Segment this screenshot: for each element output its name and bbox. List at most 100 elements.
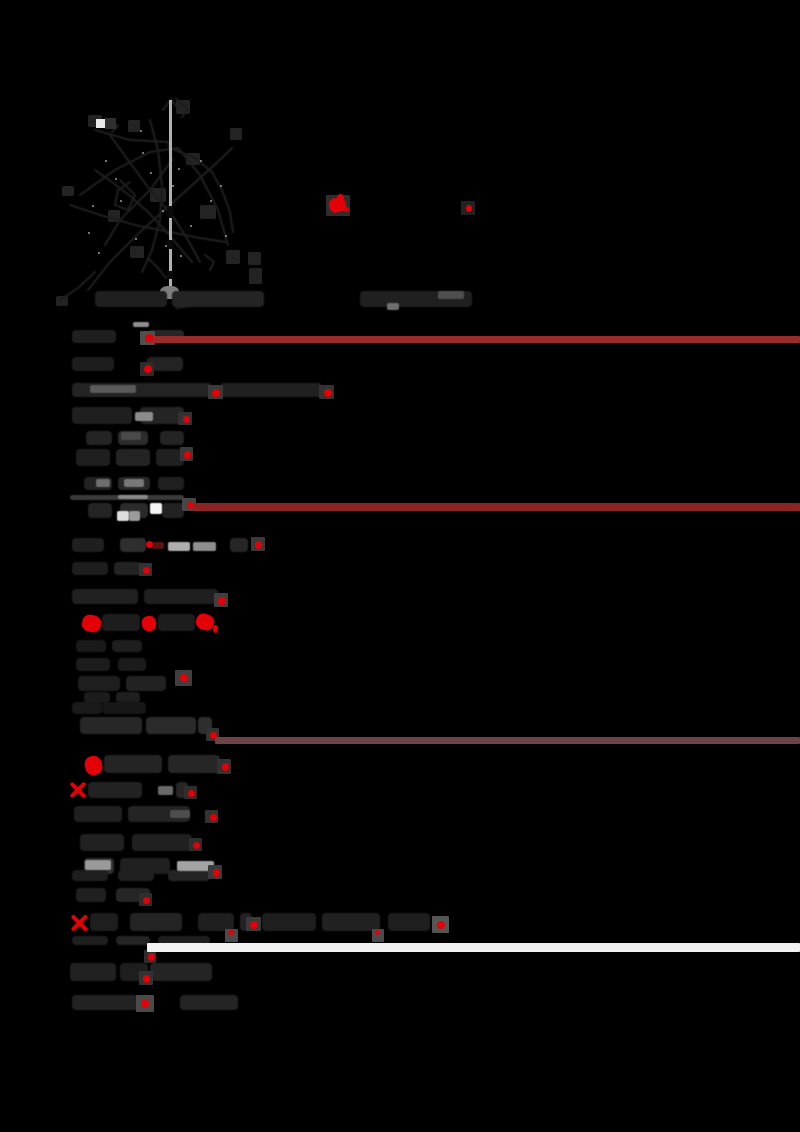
ink-speck [142, 152, 144, 154]
handwriting-segment [130, 913, 182, 931]
graph-noise-patch [56, 296, 68, 306]
handwriting-segment [84, 692, 110, 703]
red-grade-dot [180, 674, 188, 682]
handwriting-segment [156, 449, 184, 466]
graph-curve-scribble [58, 270, 97, 302]
handwriting-segment [126, 676, 166, 691]
handwriting-segment [220, 383, 322, 397]
red-grade-dot [148, 953, 155, 961]
grade-bar-2 [193, 503, 800, 511]
light-ink-patch [124, 479, 144, 487]
handwriting-segment [72, 330, 116, 343]
light-ink-patch [129, 511, 140, 521]
y-axis-line [169, 100, 172, 292]
red-grade-dot [337, 194, 344, 201]
ink-speck [105, 160, 107, 162]
red-x-mark [70, 913, 88, 932]
handwriting-segment [168, 755, 220, 773]
graph-noise-patch [226, 250, 240, 264]
red-grade-dot [437, 921, 445, 929]
ink-speck [135, 238, 137, 240]
graph-curve-scribble [146, 256, 168, 280]
graph-curve-scribble [93, 168, 194, 264]
graph-curve-scribble [173, 148, 235, 234]
handwriting-segment [158, 477, 184, 490]
red-grade-dot [332, 207, 338, 213]
handwriting-segment [102, 614, 140, 631]
red-grade-dot [183, 416, 190, 423]
axis-break [167, 206, 173, 218]
light-ink-patch [168, 542, 190, 551]
graph-curve-scribble [78, 146, 230, 247]
ink-speck [220, 185, 222, 187]
graph-noise-patch [230, 128, 242, 140]
handwriting-segment [72, 407, 132, 424]
light-ink-patch [150, 503, 162, 514]
red-grade-dot [222, 763, 229, 771]
handwriting-segment [147, 357, 183, 371]
red-grade-dot [141, 999, 149, 1008]
light-ink-patch [117, 511, 129, 521]
ink-speck [190, 225, 192, 227]
handwriting-segment [168, 870, 210, 881]
handwriting-segment [76, 658, 110, 671]
handwriting-segment [72, 936, 108, 945]
handwriting-segment [322, 913, 380, 931]
handwriting-segment [172, 291, 264, 307]
light-ink-patch [121, 432, 141, 440]
red-grade-dot [188, 790, 195, 797]
light-ink-patch [170, 810, 190, 818]
red-grade-dot [143, 975, 150, 983]
red-grade-dot [344, 207, 349, 212]
graph-noise-patch [249, 268, 262, 284]
light-ink-patch [133, 322, 149, 327]
handwriting-segment [70, 963, 116, 981]
graph-noise-patch [130, 246, 144, 258]
red-grade-dot [228, 930, 234, 935]
graph-curve-scribble [140, 118, 164, 274]
red-grade-dot [144, 365, 152, 373]
handwriting-segment [112, 640, 142, 652]
handwriting-segment [198, 913, 234, 931]
handwriting-segment [144, 589, 218, 604]
handwriting-segment [72, 995, 138, 1010]
light-ink-patch [135, 412, 153, 421]
white-redaction-bar [147, 943, 800, 952]
red-grade-dot [213, 625, 218, 633]
grade-bar-3 [215, 737, 800, 744]
red-grade-dot [143, 567, 150, 574]
graph-noise-patch [248, 252, 261, 265]
handwriting-segment [72, 357, 114, 371]
light-ink-patch [118, 495, 148, 499]
red-grade-dot [193, 842, 200, 849]
red-grade-dot [218, 597, 226, 605]
ink-speck [115, 178, 117, 180]
ink-speck [172, 185, 174, 187]
red-grade-dot [210, 732, 217, 739]
red-grade-dot [324, 389, 332, 397]
graph-curve-scribble [161, 97, 180, 112]
red-grade-dot [466, 205, 472, 212]
handwriting-segment [74, 806, 122, 822]
red-x-mark [69, 781, 86, 798]
graph-curve-scribble [174, 97, 190, 119]
handwriting-segment [88, 782, 142, 798]
handwriting-segment [230, 538, 248, 552]
light-ink-patch [152, 542, 164, 549]
ink-speck [150, 172, 152, 174]
handwriting-segment [72, 538, 104, 552]
light-ink-patch [90, 385, 136, 393]
ink-speck [162, 210, 164, 212]
ink-speck [180, 255, 182, 257]
red-grade-dot [250, 921, 258, 929]
ink-speck [88, 232, 90, 234]
ink-speck [200, 160, 202, 162]
handwriting-segment [86, 431, 112, 445]
light-ink-patch [193, 542, 216, 551]
handwriting-segment [180, 995, 238, 1010]
red-grade-dot [184, 451, 191, 459]
light-ink-patch [96, 479, 110, 487]
graph-noise-patch [200, 205, 216, 219]
graph-noise-patch [62, 186, 74, 196]
